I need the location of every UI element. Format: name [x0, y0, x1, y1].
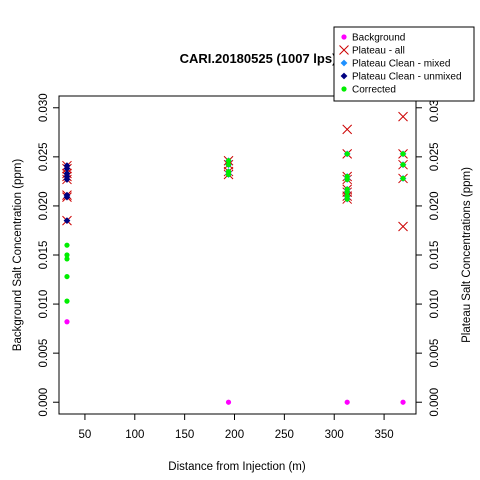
point-background [400, 399, 406, 405]
y-tick-label-left: 0.025 [38, 142, 50, 171]
point-background [64, 319, 70, 325]
legend-marker-plateau-clean-unmixed [340, 72, 348, 80]
legend-marker-corrected [341, 86, 347, 92]
point-plateau-clean-unmixed [63, 176, 71, 183]
chart-title: CARI.20180525 (1007 lps) [180, 51, 337, 66]
point-corrected [64, 256, 70, 262]
legend-label: Plateau - all [352, 46, 405, 57]
x-tick-label: 150 [175, 429, 194, 441]
x-axis-label: Distance from Injection (m) [168, 461, 306, 473]
y-tick-label-left: 0.015 [38, 241, 50, 270]
point-corrected [344, 196, 350, 202]
point-plateau-clean-unmixed [63, 217, 71, 225]
point-corrected [225, 171, 232, 178]
y-axis-label-left: Background Salt Concentration (ppm) [12, 159, 24, 352]
x-tick-label: 250 [275, 429, 294, 441]
point-corrected [64, 242, 70, 248]
point-corrected [400, 162, 406, 168]
y-tick-label-left: 0.030 [38, 93, 50, 122]
y-tick-label-right: 0.000 [429, 388, 441, 417]
x-tick-label: 350 [374, 429, 393, 441]
y-tick-label-right: 0.020 [429, 192, 441, 221]
x-tick-label: 200 [225, 429, 244, 441]
point-plateau-all [398, 111, 408, 122]
point-plateau-all [342, 124, 353, 135]
legend-label: Corrected [352, 85, 396, 96]
point-corrected [225, 158, 232, 164]
x-tick-label: 100 [125, 429, 144, 441]
legend-label: Background [352, 33, 405, 44]
x-axis: 50 100 150 200 250 300 350 [79, 413, 394, 441]
y-tick-label-right: 0.025 [429, 142, 441, 171]
y-tick-label-left: 0.005 [38, 339, 50, 368]
y-tick-label-right: 0.005 [429, 339, 441, 368]
y-axis-label-right: Plateau Salt Concentrations (ppm) [461, 167, 473, 343]
point-corrected [64, 252, 70, 258]
legend: Background Plateau - all Plateau Clean - m… [333, 26, 475, 102]
legend-box [333, 26, 475, 102]
point-corrected [400, 151, 406, 157]
y-tick-label-left: 0.000 [38, 388, 50, 417]
point-corrected [64, 298, 70, 304]
x-tick-label: 50 [79, 429, 92, 441]
point-corrected [344, 189, 350, 195]
y-tick-label-left: 0.020 [38, 192, 50, 221]
legend-marker-plateau-clean-mixed [340, 59, 348, 67]
point-corrected [344, 176, 350, 183]
x-tick-label: 300 [325, 429, 344, 441]
point-corrected [344, 151, 350, 157]
legend-marker-background [341, 34, 347, 40]
point-plateau-clean-unmixed [63, 165, 71, 173]
legend-marker-plateau-all [339, 45, 349, 55]
point-corrected [64, 273, 70, 280]
point-background [225, 399, 232, 405]
point-plateau-all [398, 221, 408, 232]
y-tick-label-left: 0.010 [38, 290, 50, 319]
legend-label: Plateau Clean - unmixed [352, 72, 462, 83]
legend-label: Plateau Clean - mixed [352, 59, 450, 70]
y-tick-label-right: 0.010 [429, 290, 441, 319]
point-plateau-clean-unmixed [63, 193, 71, 201]
point-corrected [225, 162, 232, 168]
data-points [62, 111, 408, 405]
point-corrected [400, 175, 406, 182]
point-background [344, 399, 350, 405]
y-axis-left: 0.000 0.005 0.010 0.015 0.020 0.025 0.030 [38, 93, 60, 417]
y-tick-label-right: 0.015 [429, 241, 441, 270]
